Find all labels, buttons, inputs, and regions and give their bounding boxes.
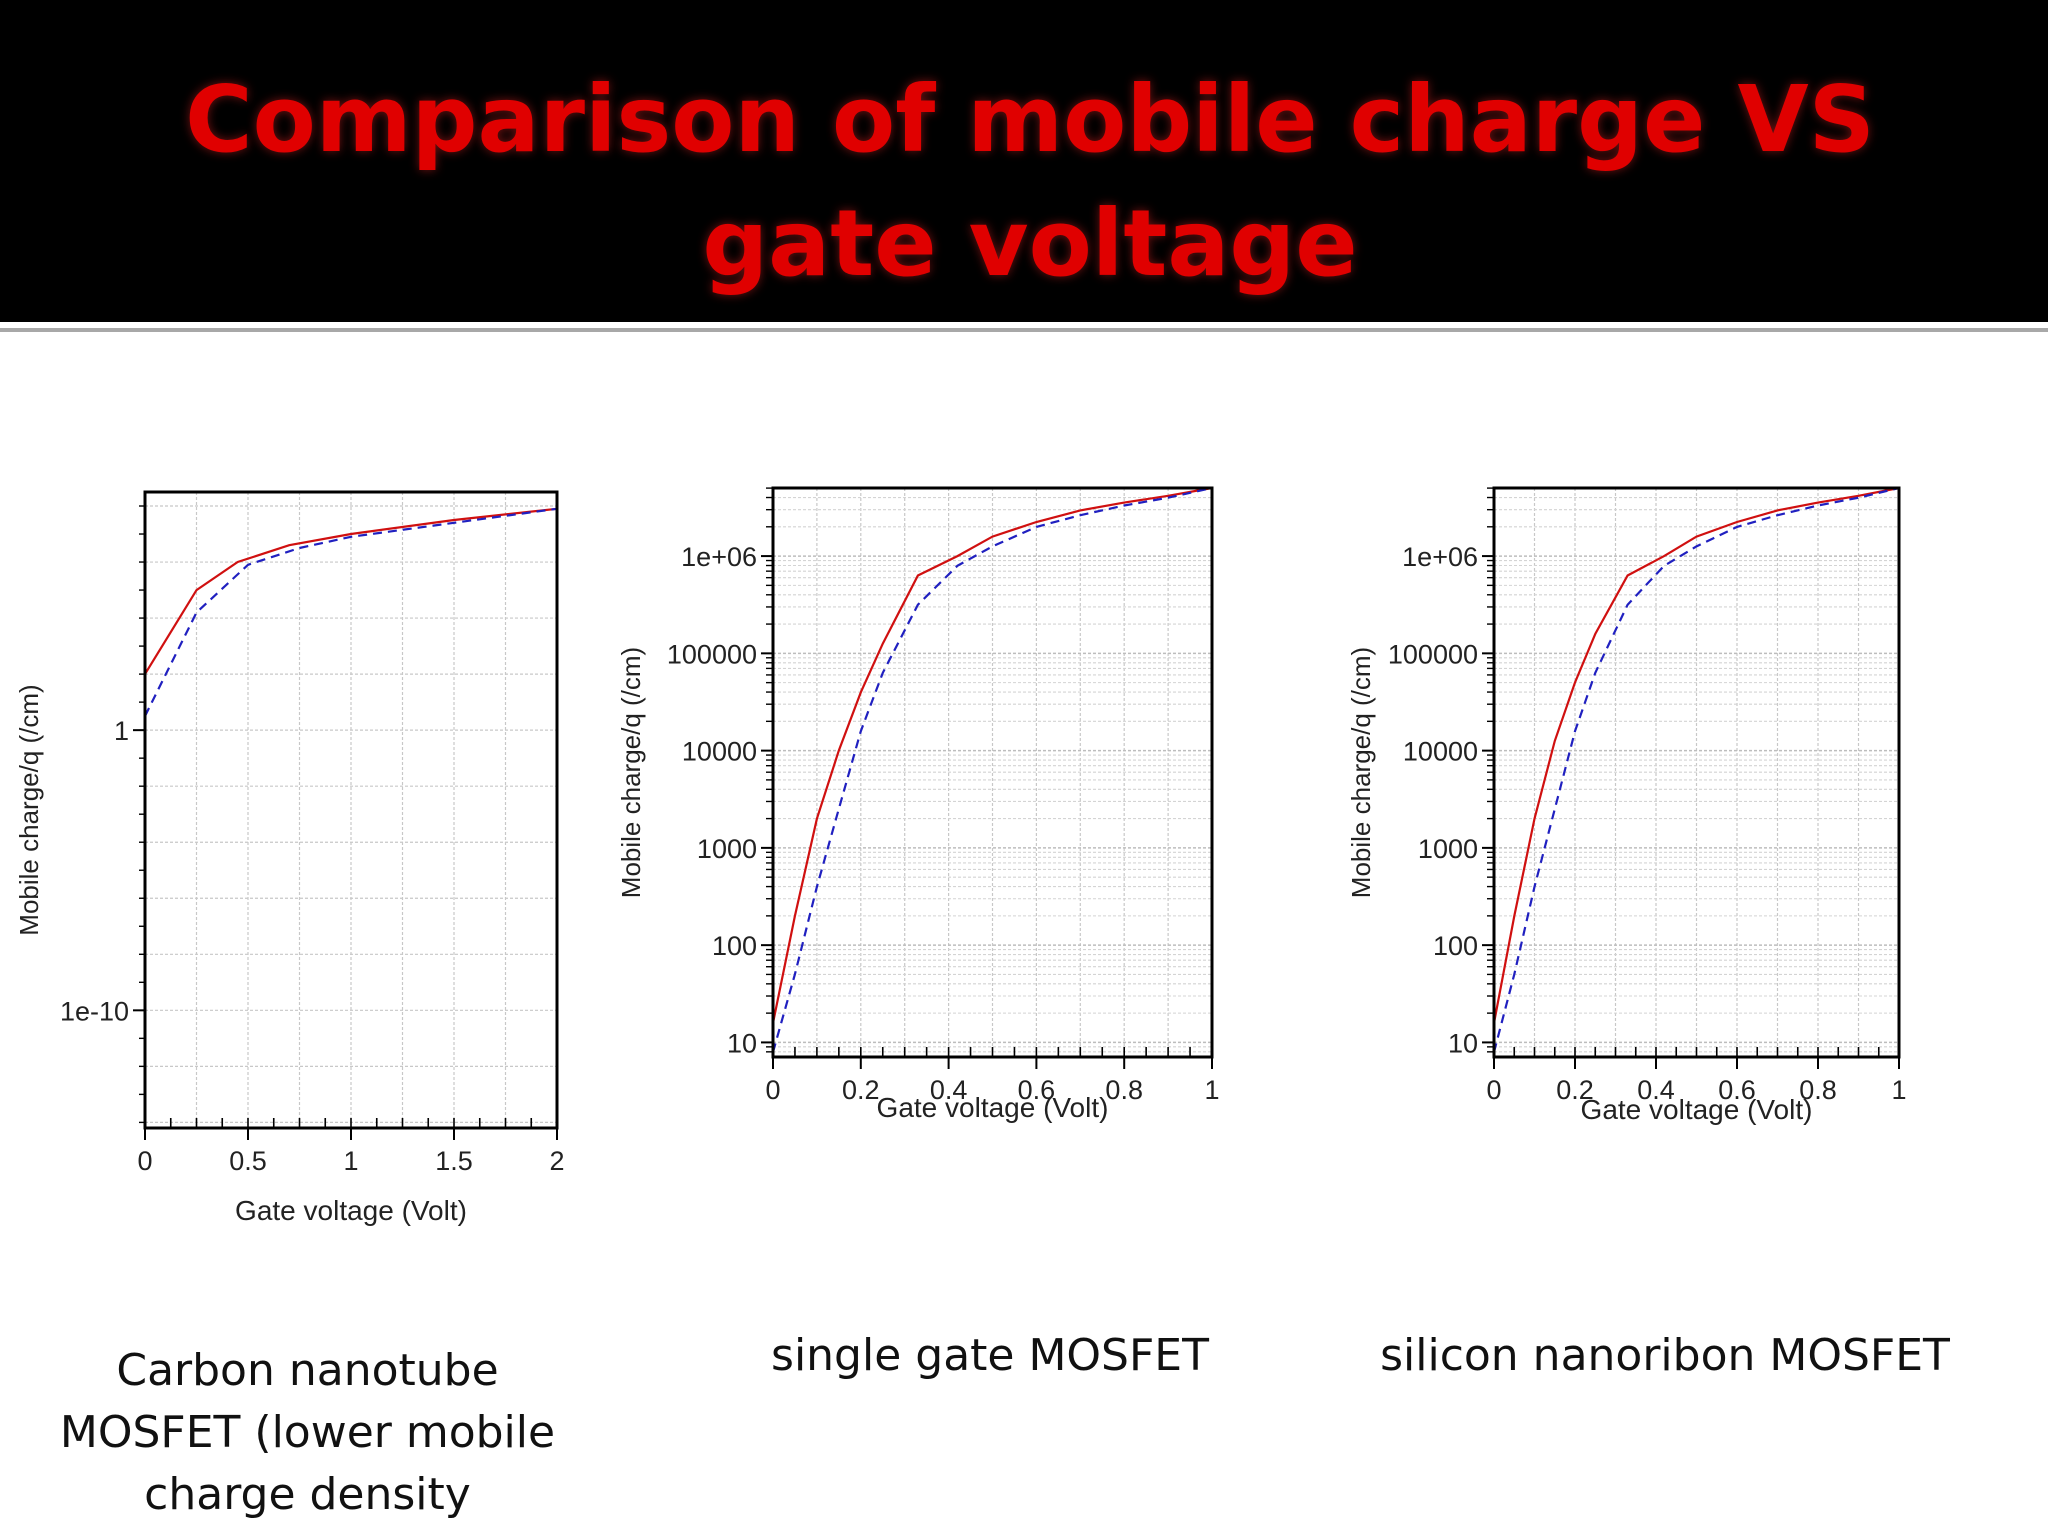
slide-title: Comparison of mobile charge VS gate volt… — [185, 66, 1875, 297]
y-axis-label: Mobile charge/q (/cm) — [616, 647, 646, 898]
y-tick-label: 10 — [1448, 1028, 1478, 1058]
title-bar: Comparison of mobile charge VS gate volt… — [0, 0, 2048, 322]
caption-carbon-nanotube: Carbon nanotube MOSFET (lower mobile cha… — [59, 1345, 556, 1520]
series-line-dashed — [1492, 486, 1900, 1053]
chart-carbon-nanotube: 0 0.5 1 1.5 2 1 1e-10 Gate voltage (Volt) Mobile… — [14, 490, 565, 1226]
x-tick-label: 1 — [1204, 1075, 1219, 1105]
x-axis-label: Gate voltage (Volt) — [235, 1195, 467, 1226]
y-tick-label: 1e+06 — [1402, 542, 1478, 572]
y-tick-label: 10000 — [682, 737, 757, 767]
y-tick-label: 1000 — [1418, 834, 1478, 864]
chart-silicon-nanoribbon: 0 0.2 0.4 0.6 0.8 1 10 100 1000 10000 100000 1e+06 G… — [1346, 486, 1907, 1125]
x-tick-label: 0.8 — [1799, 1075, 1837, 1105]
y-tick-label: 100 — [712, 931, 757, 961]
y-tick-label: 1000 — [697, 834, 757, 864]
y-tick-label: 1e+06 — [681, 542, 757, 572]
x-tick-label: 1.5 — [435, 1146, 473, 1176]
y-tick-label: 100000 — [1388, 639, 1478, 669]
x-tick-label: 0.5 — [229, 1146, 267, 1176]
x-tick-label: 0.4 — [930, 1075, 968, 1105]
caption-silicon-nanoribbon: silicon nanoribon MOSFET — [1380, 1330, 1950, 1381]
series-line-dashed — [771, 486, 1213, 1053]
y-tick-label: 1 — [114, 716, 129, 746]
x-tick-label: 0.2 — [1556, 1075, 1594, 1105]
y-tick-label: 1e-10 — [60, 996, 129, 1026]
y-tick-label: 100 — [1433, 931, 1478, 961]
x-tick-label: 0 — [1486, 1075, 1501, 1105]
series-line-solid — [144, 507, 558, 675]
series-line-dashed — [144, 507, 558, 717]
x-tick-label: 1 — [343, 1146, 358, 1176]
x-tick-label: 0 — [765, 1075, 780, 1105]
y-tick-label: 100000 — [667, 639, 757, 669]
divider-line — [0, 322, 2048, 326]
x-tick-label: 0.4 — [1637, 1075, 1675, 1105]
y-axis-label: Mobile charge/q (/cm) — [14, 684, 44, 935]
x-tick-label: 0.2 — [842, 1075, 880, 1105]
x-tick-label: 0.6 — [1718, 1075, 1756, 1105]
x-tick-label: 0 — [137, 1146, 152, 1176]
x-tick-label: 0.8 — [1105, 1075, 1143, 1105]
y-tick-label: 10000 — [1403, 737, 1478, 767]
series-line-solid — [771, 486, 1213, 1024]
y-axis-label: Mobile charge/q (/cm) — [1346, 647, 1376, 898]
x-tick-label: 0.6 — [1018, 1075, 1056, 1105]
caption-single-gate: single gate MOSFET — [771, 1330, 1209, 1381]
x-axis-label: Gate voltage (Volt) — [1581, 1094, 1813, 1125]
x-tick-label: 2 — [549, 1146, 564, 1176]
x-tick-label: 1 — [1891, 1075, 1906, 1105]
series-line-solid — [1492, 486, 1900, 1024]
y-tick-label: 10 — [727, 1028, 757, 1058]
divider-shadow — [0, 328, 2048, 332]
chart-single-gate: 0 0.2 0.4 0.6 0.8 1 10 100 1000 10000 100000 1e+06 G… — [616, 486, 1220, 1123]
x-axis-label: Gate voltage (Volt) — [877, 1092, 1109, 1123]
